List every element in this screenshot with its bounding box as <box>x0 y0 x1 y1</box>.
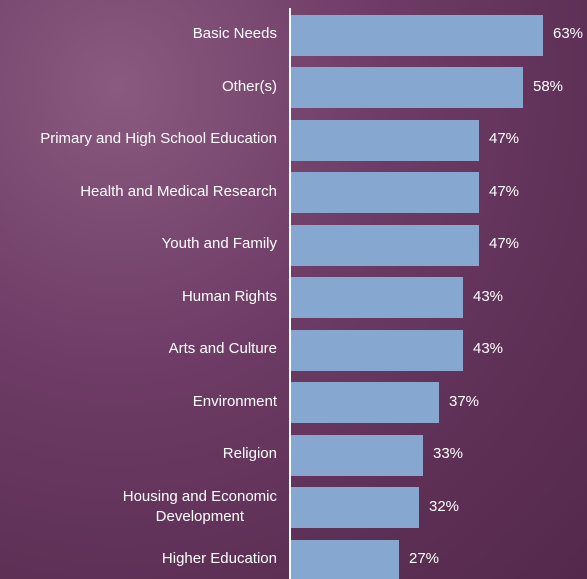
bar <box>291 277 463 318</box>
category-label: Environment <box>0 392 277 412</box>
value-label: 27% <box>409 550 440 567</box>
bar <box>291 329 463 371</box>
bar <box>291 224 479 266</box>
category-text: Youth and Family <box>161 235 277 252</box>
category-text: Arts and Culture <box>168 340 277 357</box>
value-label: 47% <box>489 130 520 147</box>
category-text: Primary and High School Education <box>40 130 277 147</box>
category-label: Basic Needs <box>0 24 277 44</box>
category-label: Human Rights <box>0 287 277 307</box>
bar <box>291 14 543 56</box>
bar <box>291 434 423 476</box>
bar <box>291 172 479 213</box>
axis-line <box>289 8 291 579</box>
bar <box>291 487 419 528</box>
value-label: 33% <box>433 445 464 462</box>
category-text: Health and Medical Research <box>80 182 277 200</box>
value-label: 47% <box>489 182 520 200</box>
category-label: Youth and Family <box>0 234 277 254</box>
category-label: Housing and Economic Development <box>0 487 277 527</box>
category-text: Housing and Economic Development <box>122 487 277 525</box>
value-label: 37% <box>449 392 480 410</box>
bar <box>291 382 439 423</box>
category-text: Religion <box>222 445 277 462</box>
value-label: 58% <box>533 77 564 95</box>
category-label: Religion <box>0 444 277 464</box>
category-label: Arts and Culture <box>0 339 277 359</box>
category-text: Environment <box>192 392 277 410</box>
category-label: Other(s) <box>0 77 277 97</box>
bar <box>291 67 523 108</box>
category-text: Human Rights <box>181 287 277 305</box>
category-label: Primary and High School Education <box>0 129 277 149</box>
category-label: Health and Medical Research <box>0 182 277 202</box>
category-label: Higher Education <box>0 549 277 569</box>
bar <box>291 539 399 579</box>
category-text: Higher Education <box>161 550 277 567</box>
category-text: Basic Needs <box>192 25 277 42</box>
value-label: 32% <box>429 497 460 515</box>
value-label: 43% <box>473 340 504 357</box>
value-label: 63% <box>553 25 584 42</box>
value-label: 47% <box>489 235 520 252</box>
value-label: 43% <box>473 287 504 305</box>
bar <box>291 119 479 161</box>
category-text: Other(s) <box>221 77 277 95</box>
